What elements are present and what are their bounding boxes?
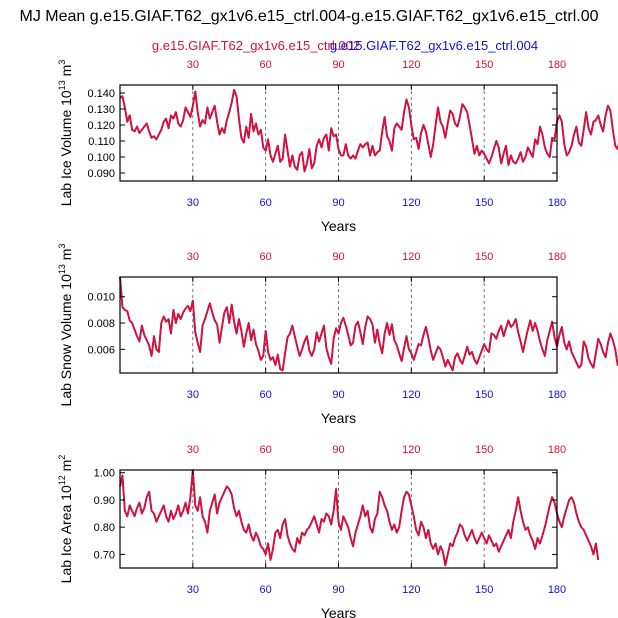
x-tick-label-top: 90 [332, 59, 344, 71]
series-line-ctrl-002 [119, 276, 618, 372]
y-axis-title-ylabel-unit-exp: 2 [57, 455, 67, 460]
x-tick-label-bottom: 150 [475, 584, 493, 596]
x-tick-label-top: 150 [475, 251, 493, 263]
y-axis-title-ylabel: Lab Snow Volume 10 [58, 274, 74, 407]
x-tick-label-bottom: 150 [475, 197, 493, 209]
y-axis-title-ylabel: Lab Ice Area 10 [58, 485, 74, 583]
panels: 0.090 0.100 0.110 0.120 0.130 0.140 30 30 60 60 90… [57, 59, 618, 618]
series-line-ctrl-002 [119, 88, 618, 173]
y-tick-label: 0.100 [87, 152, 115, 164]
x-tick-label-top: 60 [260, 251, 272, 263]
y-tick-label: 0.110 [88, 136, 115, 148]
x-tick-label-bottom: 90 [332, 584, 344, 596]
x-tick-label-top: 180 [548, 59, 566, 71]
x-tick-label-top: 150 [475, 59, 493, 71]
x-tick-label-top: 60 [260, 59, 272, 71]
x-tick-label-top: 120 [402, 59, 420, 71]
y-axis-title-ylabel-unit: m [58, 249, 74, 265]
x-tick-label-bottom: 180 [548, 197, 566, 209]
y-axis-title-ylabel-exp: 13 [57, 80, 67, 90]
x-tick-label-bottom: 150 [475, 389, 493, 401]
y-tick-label: 0.80 [94, 522, 115, 534]
x-tick-label-top: 120 [402, 251, 420, 263]
x-tick-label-bottom: 120 [402, 197, 420, 209]
y-tick-label: 0.006 [87, 344, 115, 356]
x-tick-label-bottom: 60 [260, 389, 272, 401]
x-tick-label-bottom: 90 [332, 197, 344, 209]
x-tick-label-top: 60 [260, 444, 272, 456]
panel-3: 0.70 0.80 0.90 1.00 30 30 60 60 90 90 120 120 150 150… [57, 444, 600, 618]
x-axis-title: Years [321, 410, 356, 426]
y-axis-title-ylabel-exp: 12 [57, 475, 67, 485]
y-tick-label: 0.70 [94, 549, 115, 561]
y-tick-label: 0.090 [87, 168, 115, 180]
y-axis-title-ylabel-unit: m [58, 65, 74, 81]
y-tick-label: 1.00 [94, 468, 115, 480]
x-tick-label-bottom: 60 [260, 197, 272, 209]
y-axis-title: Lab Ice Area 1012 m2 [57, 455, 74, 584]
panel-1: 0.090 0.100 0.110 0.120 0.130 0.140 30 30 60 60 90… [57, 59, 618, 234]
y-axis-title: Lab Snow Volume 1013 m3 [57, 244, 74, 407]
series-line-ctrl-004 [119, 88, 618, 173]
x-tick-label-bottom: 30 [187, 584, 199, 596]
x-tick-label-top: 180 [548, 444, 566, 456]
y-tick-label: 0.130 [87, 104, 115, 116]
x-axis-title: Years [321, 218, 356, 234]
y-tick-label: 0.008 [87, 318, 115, 330]
x-tick-label-bottom: 180 [548, 584, 566, 596]
x-tick-label-bottom: 90 [332, 389, 344, 401]
x-tick-label-top: 30 [187, 59, 199, 71]
y-axis-title-ylabel: Lab Ice Volume 10 [58, 90, 74, 206]
x-tick-label-top: 30 [187, 444, 199, 456]
panel-2: 0.006 0.008 0.010 30 30 60 60 90 90 120 120 150 150 1… [57, 244, 618, 426]
x-tick-label-top: 90 [332, 444, 344, 456]
y-tick-label: 0.010 [87, 292, 115, 304]
y-axis-title: Lab Ice Volume 1013 m3 [57, 60, 74, 207]
x-tick-label-bottom: 120 [402, 389, 420, 401]
x-tick-label-top: 120 [402, 444, 420, 456]
case-label-right: g.e15.GIAF.T62_gx1v6.e15_ctrl.004 [330, 38, 538, 53]
figure-title: MJ Mean g.e15.GIAF.T62_gx1v6.e15_ctrl.00… [20, 8, 599, 25]
x-tick-label-top: 30 [187, 251, 199, 263]
case-label-left: g.e15.GIAF.T62_gx1v6.e15_ctrl.002 [152, 38, 360, 53]
x-tick-label-bottom: 180 [548, 389, 566, 401]
y-axis-title-ylabel-unit-exp: 3 [57, 60, 67, 65]
x-tick-label-top: 90 [332, 251, 344, 263]
x-tick-label-top: 180 [548, 251, 566, 263]
y-axis-title-ylabel-exp: 13 [57, 264, 67, 274]
y-tick-label: 0.140 [87, 88, 115, 100]
x-tick-label-top: 150 [475, 444, 493, 456]
y-tick-label: 0.90 [94, 495, 115, 507]
x-tick-label-bottom: 30 [187, 389, 199, 401]
y-axis-title-ylabel-unit-exp: 3 [57, 244, 67, 249]
x-axis-title: Years [321, 605, 356, 618]
y-axis-title-ylabel-unit: m [58, 460, 74, 476]
y-tick-label: 0.120 [87, 120, 115, 132]
series-line-ctrl-002 [119, 469, 600, 567]
x-tick-label-bottom: 30 [187, 197, 199, 209]
x-tick-label-bottom: 60 [260, 584, 272, 596]
x-tick-label-bottom: 120 [402, 584, 420, 596]
